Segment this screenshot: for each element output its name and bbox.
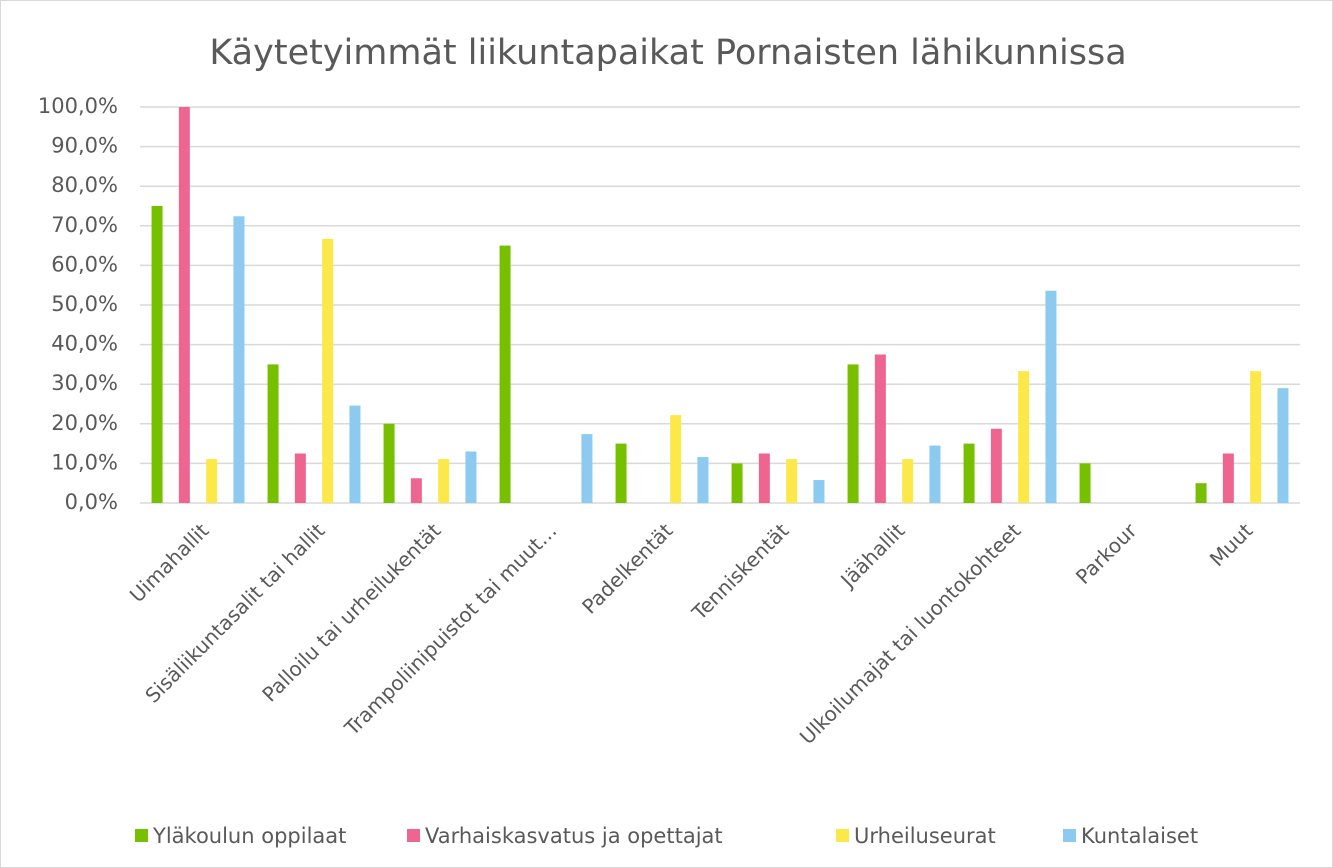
- y-tick-label: 80,0%: [51, 173, 118, 197]
- legend-label: Yläkoulun oppilaat: [152, 824, 346, 848]
- bar: [929, 445, 941, 503]
- bar: [178, 107, 190, 503]
- bar: [438, 459, 450, 503]
- legend-swatch: [836, 829, 849, 842]
- bar: [813, 480, 825, 503]
- bar: [410, 478, 422, 503]
- bar: [902, 459, 914, 503]
- bar: [1250, 371, 1262, 503]
- legend-swatch: [1063, 829, 1076, 842]
- bar: [847, 364, 859, 503]
- bar: [1079, 463, 1091, 503]
- bar: [499, 245, 511, 503]
- bar: [383, 423, 395, 503]
- bar: [758, 453, 770, 503]
- bar: [1018, 371, 1030, 503]
- legend-label: Kuntalaiset: [1081, 824, 1198, 848]
- bar: [670, 415, 682, 503]
- legend-swatch: [407, 829, 420, 842]
- bar: [1195, 483, 1207, 503]
- bar: [465, 451, 477, 503]
- bar: [322, 238, 334, 504]
- bar: [1277, 388, 1289, 503]
- bar: [267, 364, 279, 503]
- bar: [294, 453, 306, 503]
- bar: [1045, 290, 1057, 503]
- bar: [615, 443, 627, 503]
- y-tick-label: 60,0%: [51, 252, 118, 276]
- bar: [233, 216, 245, 503]
- bar: [874, 354, 886, 503]
- y-tick-label: 90,0%: [51, 134, 118, 158]
- bar: [349, 405, 361, 503]
- bar: [206, 459, 218, 503]
- bar: [963, 443, 975, 503]
- y-tick-label: 70,0%: [51, 213, 118, 237]
- y-tick-label: 20,0%: [51, 411, 118, 435]
- chart-title: Käytetyimmät liikuntapaikat Pornaisten l…: [209, 33, 1126, 73]
- y-tick-label: 50,0%: [51, 292, 118, 316]
- y-tick-label: 10,0%: [51, 450, 118, 474]
- legend-swatch: [135, 829, 148, 842]
- bar: [990, 428, 1002, 503]
- legend-label: Varhaiskasvatus ja opettajat: [425, 824, 723, 848]
- legend-label: Urheiluseurat: [854, 824, 996, 848]
- y-tick-label: 40,0%: [51, 332, 118, 356]
- y-tick-label: 30,0%: [51, 371, 118, 395]
- bar: [151, 206, 163, 503]
- bar: [1222, 453, 1234, 503]
- bar: [697, 457, 709, 503]
- bar: [786, 459, 798, 503]
- bar: [731, 463, 743, 503]
- y-tick-label: 100,0%: [38, 94, 118, 118]
- bar: [581, 434, 593, 503]
- y-tick-label: 0,0%: [65, 490, 118, 514]
